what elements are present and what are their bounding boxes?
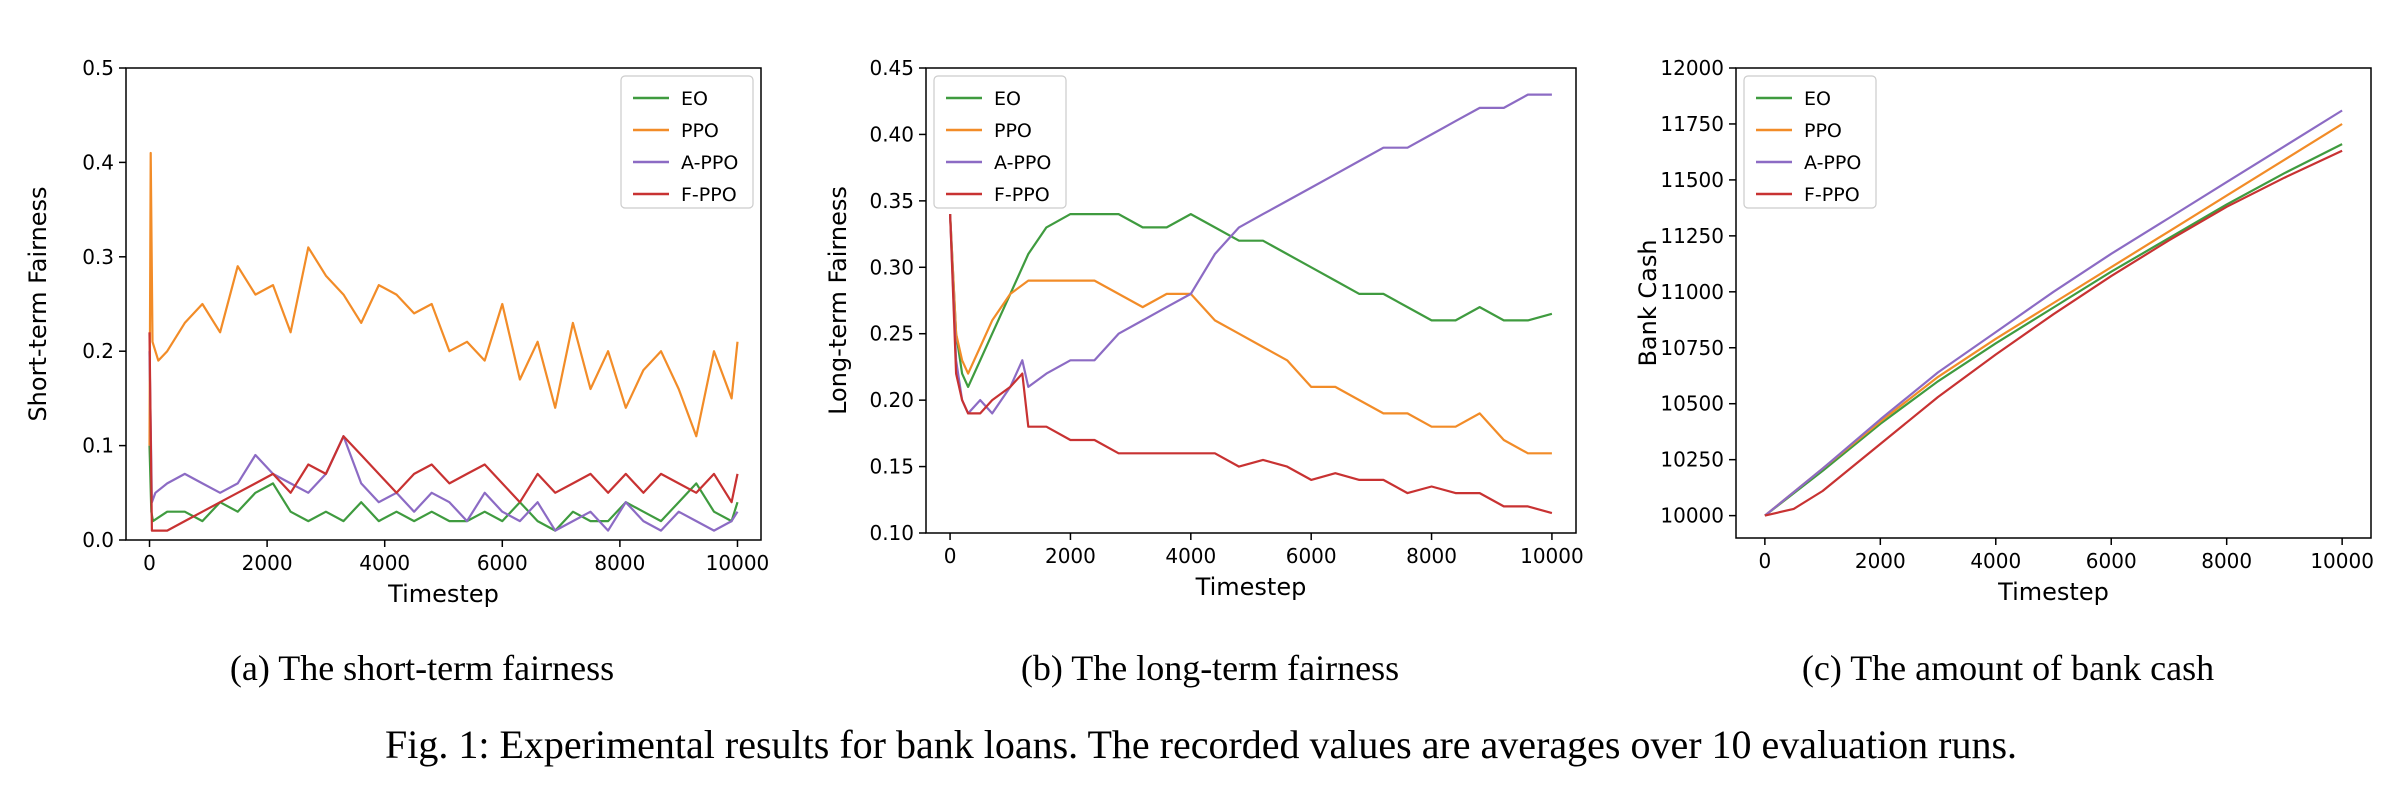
chart-panel-c: 0 2000 4000 6000 8000 10000 10000 10250 10500 107… — [1634, 56, 2374, 606]
series-line-a-ppo — [1764, 109, 2343, 517]
legend-c: EO PPO A-PPO F-PPO — [1743, 75, 1877, 209]
x-tick-label: 0 — [143, 551, 156, 575]
axes-frame-b — [925, 67, 1577, 534]
series-line-eo — [1764, 143, 2343, 517]
legend-label-ppo: PPO — [1804, 120, 1842, 142]
subcaption-b: (b) The long-term fairness — [1021, 648, 1399, 688]
y-tick-label: 0.3 — [82, 245, 114, 269]
y-tick-label: 11500 — [1660, 168, 1724, 192]
series-line-f-ppo — [148, 332, 739, 532]
y-tick-label: 0.5 — [82, 56, 114, 80]
y-axis-label-b: Long-term Fairness — [824, 186, 852, 415]
subcaption-c: (c) The amount of bank cash — [1802, 648, 2214, 688]
legend-label-a-ppo: A-PPO — [994, 152, 1051, 174]
series-line-a-ppo — [949, 93, 1552, 415]
y-axis-label-a: Short-term Fairness — [24, 186, 52, 421]
legend-label-ppo: PPO — [681, 120, 719, 142]
x-tick-label: 8000 — [594, 551, 645, 575]
x-tick-label: 0 — [1758, 549, 1771, 573]
legend-label-a-ppo: A-PPO — [1804, 152, 1861, 174]
axes-frame-c — [1735, 67, 2372, 539]
legend-label-eo: EO — [681, 88, 708, 110]
y-tick-label: 0.1 — [82, 434, 114, 458]
y-tick-label: 0.40 — [869, 122, 914, 146]
legend-label-eo: EO — [994, 88, 1021, 110]
y-tick-label: 0.0 — [82, 528, 114, 552]
x-tick-label: 4000 — [359, 551, 410, 575]
y-tick-label: 11750 — [1660, 112, 1724, 136]
x-tick-label: 2000 — [242, 551, 293, 575]
series-line-eo — [148, 445, 739, 532]
y-tick-label: 0.30 — [869, 255, 914, 279]
y-tick-label: 10750 — [1660, 336, 1724, 360]
legend-a: EO PPO A-PPO F-PPO — [620, 75, 754, 209]
y-tick-label: 11000 — [1660, 280, 1724, 304]
x-axis-label-c: Timestep — [1997, 578, 2109, 606]
series-line-f-ppo — [949, 214, 1553, 515]
chart-panel-b: 0 2000 4000 6000 8000 10000 0.10 0.15 0.20 0.25 0.… — [824, 56, 1584, 601]
y-tick-label: 0.20 — [869, 388, 914, 412]
series-line-ppo — [1764, 123, 2343, 517]
x-tick-label: 8000 — [1406, 544, 1457, 568]
x-tick-label: 4000 — [1970, 549, 2021, 573]
legend-label-eo: EO — [1804, 88, 1831, 110]
legend-box — [933, 75, 1067, 209]
y-tick-label: 0.4 — [82, 150, 114, 174]
x-tick-label: 6000 — [1286, 544, 1337, 568]
series-line-ppo — [148, 151, 739, 446]
y-tick-label: 0.15 — [869, 455, 914, 479]
x-tick-label: 2000 — [1045, 544, 1096, 568]
y-tick-label: 10250 — [1660, 448, 1724, 472]
x-tick-label: 10000 — [1520, 544, 1584, 568]
y-tick-label: 12000 — [1660, 56, 1724, 80]
x-tick-label: 8000 — [2201, 549, 2252, 573]
series-line-ppo — [949, 214, 1552, 455]
x-tick-label: 6000 — [477, 551, 528, 575]
y-axis-label-c: Bank Cash — [1634, 239, 1662, 366]
legend-label-ppo: PPO — [994, 120, 1032, 142]
x-tick-label: 0 — [944, 544, 957, 568]
x-tick-label: 10000 — [2310, 549, 2374, 573]
subcaption-a: (a) The short-term fairness — [230, 648, 614, 688]
y-tick-label: 11250 — [1660, 224, 1724, 248]
x-tick-label: 10000 — [706, 551, 770, 575]
series-line-a-ppo — [148, 351, 739, 532]
legend-label-a-ppo: A-PPO — [681, 152, 738, 174]
axes-frame-a — [125, 67, 762, 541]
series-line-f-ppo — [1764, 149, 2343, 517]
y-tick-label: 10000 — [1660, 504, 1724, 528]
legend-label-f-ppo: F-PPO — [994, 184, 1050, 206]
legend-b: EO PPO A-PPO F-PPO — [933, 75, 1067, 209]
x-tick-label: 4000 — [1165, 544, 1216, 568]
x-tick-label: 2000 — [1855, 549, 1906, 573]
y-tick-label: 0.10 — [869, 521, 914, 545]
legend-label-f-ppo: F-PPO — [1804, 184, 1860, 206]
legend-label-f-ppo: F-PPO — [681, 184, 737, 206]
legend-box — [1743, 75, 1877, 209]
x-tick-label: 6000 — [2086, 549, 2137, 573]
y-tick-label: 0.45 — [869, 56, 914, 80]
y-tick-label: 0.2 — [82, 339, 114, 363]
x-axis-label-a: Timestep — [387, 580, 499, 608]
x-axis-label-b: Timestep — [1195, 573, 1307, 601]
legend-box — [620, 75, 754, 209]
y-tick-label: 0.35 — [869, 189, 914, 213]
y-tick-label: 10500 — [1660, 392, 1724, 416]
y-tick-label: 0.25 — [869, 322, 914, 346]
series-line-eo — [949, 213, 1553, 388]
figure-caption: Fig. 1: Experimental results for bank lo… — [385, 722, 2017, 767]
chart-panel-a: 0 2000 4000 6000 8000 10000 0.0 0.1 0.2 0.3 0.4 0.5… — [24, 56, 769, 608]
